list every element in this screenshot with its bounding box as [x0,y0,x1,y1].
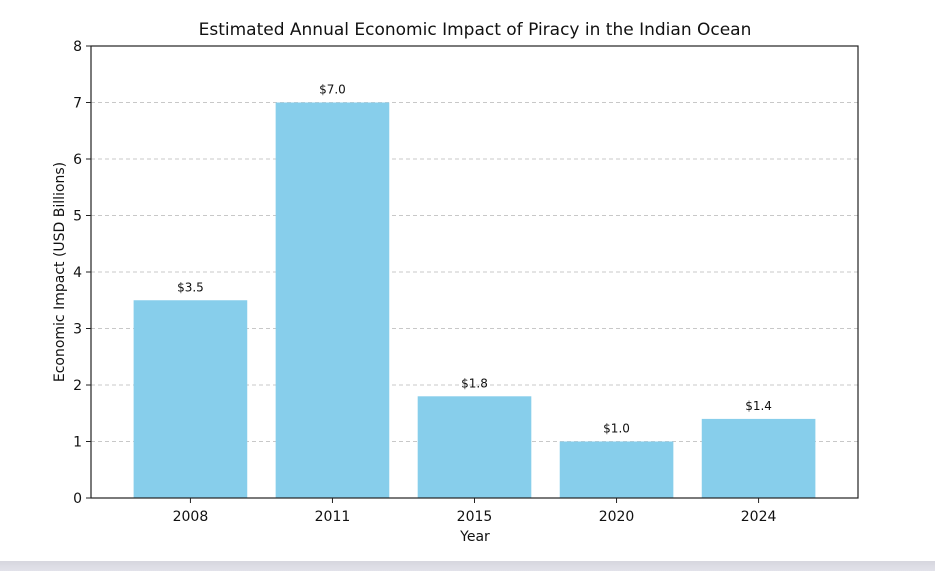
y-tick-label: 2 [73,378,82,394]
y-tick-label: 8 [73,39,82,55]
window-bottom-bar [0,561,935,571]
y-tick-label: 1 [73,435,82,451]
x-tick-label: 2020 [599,509,635,525]
x-tick-label: 2024 [741,509,777,525]
y-axis-label: Economic Impact (USD Billions) [52,162,68,382]
bar-2011 [275,102,390,498]
data-labels: $3.5 $7.0 $1.8 $1.0 $1.4 [177,83,772,436]
y-tick-label: 0 [73,491,82,507]
bar-2015 [417,396,532,498]
y-tick-label: 4 [73,265,82,281]
bar-2024 [701,418,816,498]
bar-2020 [559,441,674,498]
y-tick-label: 3 [73,322,82,338]
y-tick-label: 6 [73,152,82,168]
x-tick-label: 2011 [315,509,351,525]
data-label-2011: $7.0 [319,83,346,97]
y-tick-label: 7 [73,96,82,112]
x-tick-label: 2008 [173,509,209,525]
x-tick-label: 2015 [457,509,493,525]
y-axis-ticks: 0 1 2 3 4 5 6 7 8 [73,39,91,507]
y-tick-label: 5 [73,209,82,225]
data-label-2024: $1.4 [745,399,772,413]
bars [133,102,816,498]
data-label-2008: $3.5 [177,280,204,294]
data-label-2015: $1.8 [461,376,488,390]
x-axis-label: Year [459,529,490,545]
chart-title: Estimated Annual Economic Impact of Pira… [199,20,752,40]
data-label-2020: $1.0 [603,422,630,436]
bar-2008 [133,300,248,498]
x-axis-ticks: 2008 2011 2015 2020 2024 [173,498,777,525]
